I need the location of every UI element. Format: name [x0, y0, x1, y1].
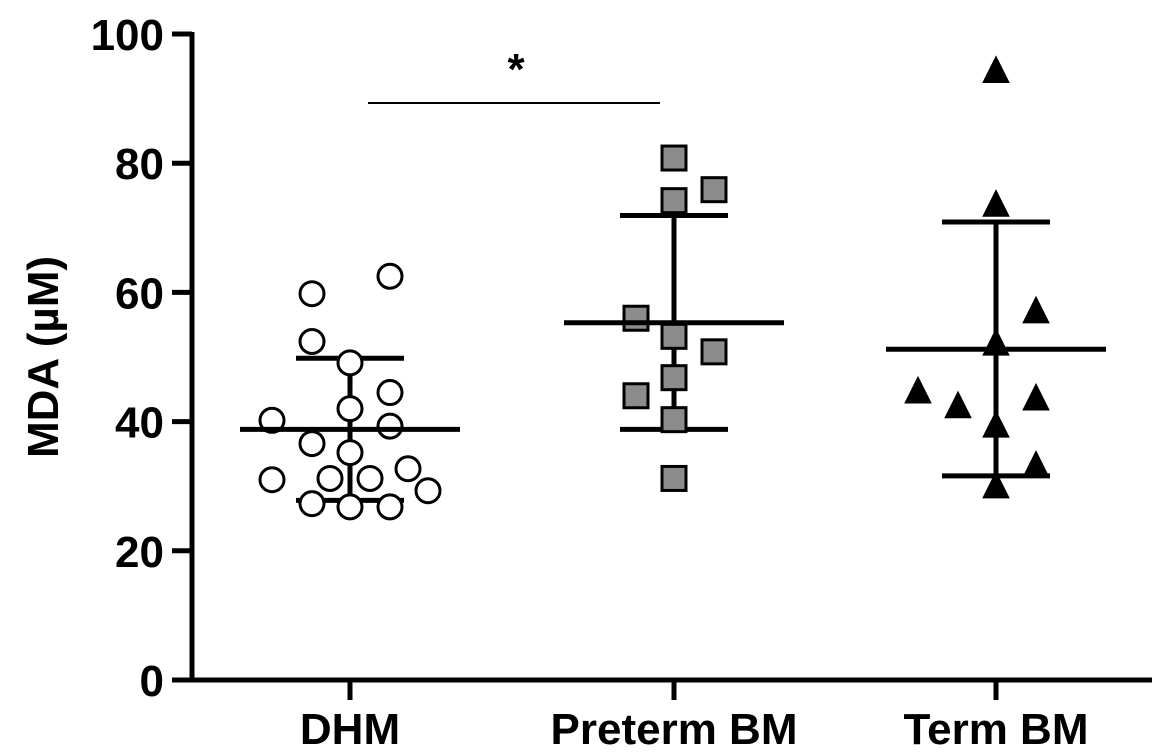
- data-point: [298, 490, 326, 518]
- data-point: [622, 382, 650, 410]
- x-tick-label: Preterm BM: [551, 705, 798, 753]
- data-point: [660, 364, 688, 392]
- data-point: [316, 464, 344, 492]
- y-tick-label: 0: [140, 657, 164, 706]
- data-point: [376, 493, 404, 521]
- series-preterm-bm: [564, 144, 784, 492]
- data-point: [700, 338, 728, 366]
- data-point: [258, 466, 286, 494]
- data-point: [258, 406, 286, 434]
- data-point: [1022, 295, 1050, 324]
- data-point: [1022, 450, 1050, 478]
- y-tick-label: 20: [115, 528, 164, 577]
- y-axis-title: MDA (µM): [19, 256, 68, 458]
- y-tick-label: 40: [115, 399, 164, 448]
- data-point: [1022, 382, 1050, 411]
- data-point: [982, 410, 1010, 438]
- data-point: [622, 304, 650, 332]
- data-point: [660, 406, 688, 434]
- y-tick-label: 60: [115, 269, 164, 318]
- data-point: [336, 395, 364, 423]
- data-point: [414, 477, 442, 505]
- data-point: [376, 412, 404, 440]
- data-point: [336, 349, 364, 377]
- data-point: [298, 280, 326, 308]
- y-axis: 0 20 40 60 80 100: [91, 11, 195, 706]
- y-tick-label: 100: [91, 11, 164, 60]
- data-point: [336, 439, 364, 467]
- series-term-bm: [886, 55, 1106, 499]
- data-point: [904, 375, 932, 404]
- data-point: [298, 327, 326, 355]
- significance-star: *: [507, 45, 525, 94]
- data-point: [376, 262, 404, 290]
- data-point: [376, 379, 404, 407]
- data-point: [336, 493, 364, 521]
- y-tick-label: 80: [115, 140, 164, 189]
- data-point: [982, 189, 1010, 217]
- data-point: [700, 176, 728, 204]
- data-point: [394, 455, 422, 483]
- series-dhm: [240, 262, 460, 521]
- data-point: [298, 430, 326, 458]
- data-point: [982, 55, 1010, 84]
- data-point: [660, 464, 688, 492]
- data-point: [660, 187, 688, 215]
- data-point: [356, 464, 384, 492]
- data-point: [660, 322, 688, 350]
- series-layer: [240, 55, 1106, 521]
- x-tick-label: Term BM: [904, 705, 1089, 753]
- data-point: [944, 390, 972, 419]
- x-tick-label: DHM: [300, 705, 400, 753]
- data-point: [982, 470, 1010, 499]
- significance-layer: *: [368, 45, 660, 104]
- x-axis: DHM Preterm BM Term BM: [190, 677, 1152, 753]
- data-point: [660, 144, 688, 172]
